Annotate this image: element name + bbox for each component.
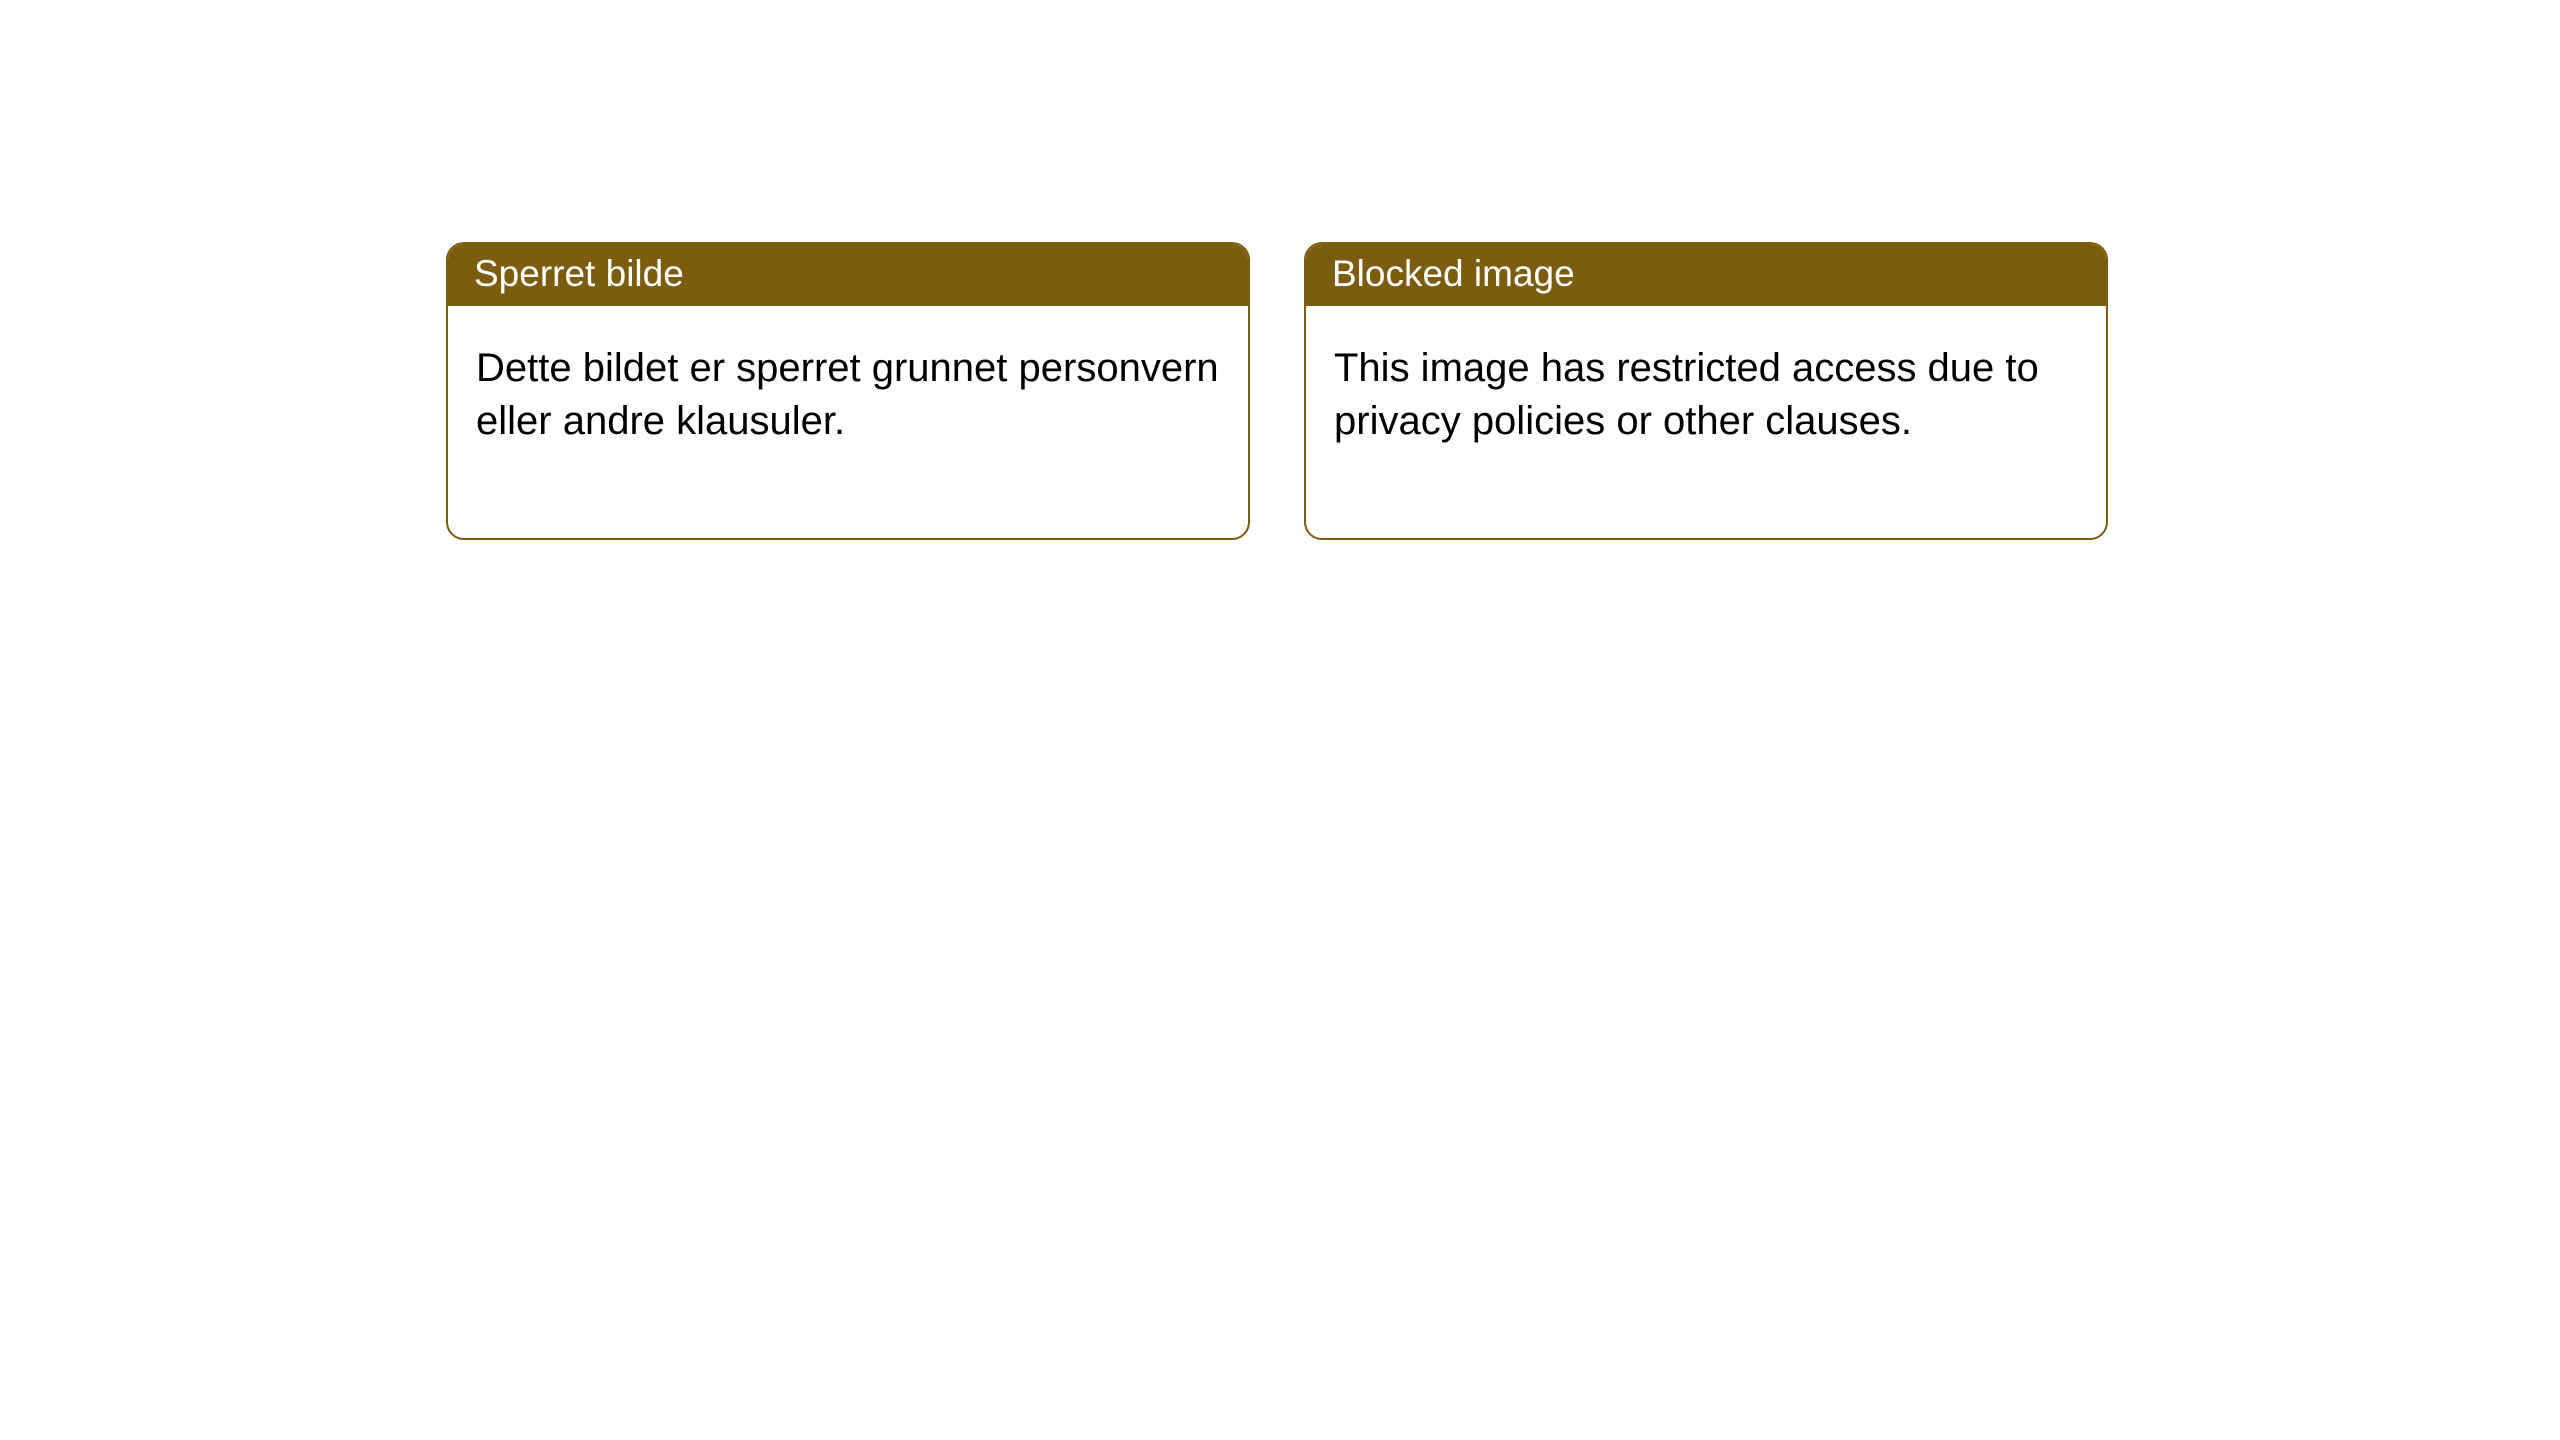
notice-body: This image has restricted access due to …	[1306, 306, 2106, 538]
notice-header: Blocked image	[1306, 244, 2106, 306]
notice-container: Sperret bilde Dette bildet er sperret gr…	[0, 0, 2560, 540]
notice-box-english: Blocked image This image has restricted …	[1304, 242, 2108, 540]
notice-body: Dette bildet er sperret grunnet personve…	[448, 306, 1248, 538]
notice-header: Sperret bilde	[448, 244, 1248, 306]
notice-box-norwegian: Sperret bilde Dette bildet er sperret gr…	[446, 242, 1250, 540]
